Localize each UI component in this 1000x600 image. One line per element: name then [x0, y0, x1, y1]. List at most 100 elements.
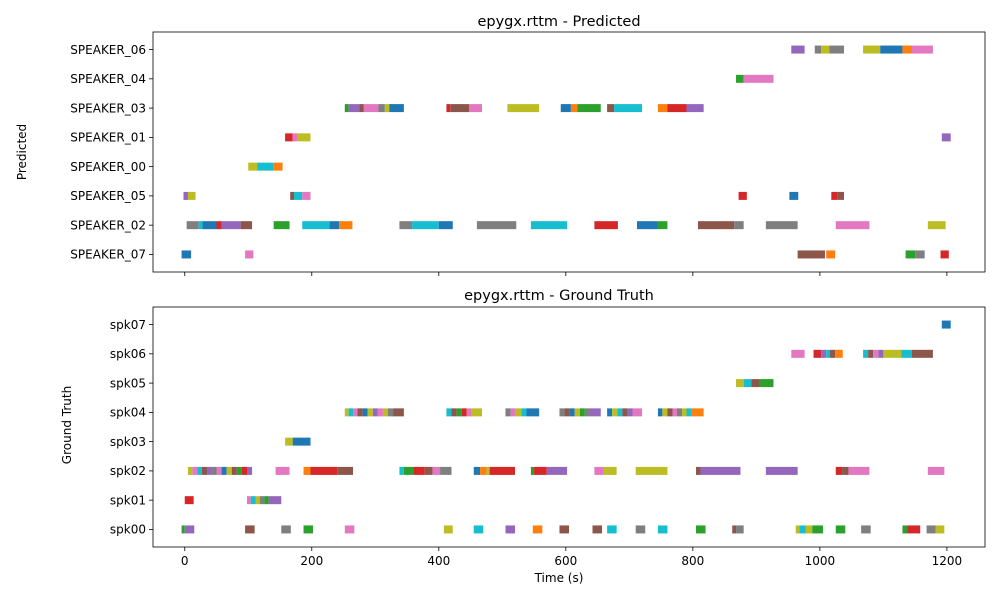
segment-spk06 — [813, 349, 822, 358]
segment-spk00 — [907, 525, 921, 534]
segment-spk04 — [510, 408, 516, 417]
segment-spk04 — [515, 408, 522, 417]
segment-spk04 — [691, 408, 704, 417]
segment-spk04 — [584, 408, 590, 417]
segment-speaker-06 — [880, 45, 903, 54]
segment-spk02 — [594, 466, 604, 475]
segment-speaker-07 — [940, 250, 949, 259]
segment-speaker-07 — [826, 250, 836, 259]
y-tick-label: spk03 — [110, 435, 146, 449]
segment-spk04 — [564, 408, 570, 417]
segment-spk04 — [521, 408, 527, 417]
segment-spk06 — [791, 349, 805, 358]
y-tick-label: SPEAKER_07 — [70, 248, 146, 262]
segment-spk04 — [451, 408, 457, 417]
segment-spk04 — [574, 408, 580, 417]
segment-speaker-03 — [389, 104, 404, 113]
segment-spk01 — [268, 496, 282, 505]
segment-spk04 — [367, 408, 373, 417]
segment-spk02 — [303, 466, 311, 475]
segments-group — [181, 320, 951, 534]
segment-spk04 — [526, 408, 540, 417]
segment-speaker-02 — [734, 221, 744, 230]
segment-spk00 — [303, 525, 314, 534]
segment-spk02 — [835, 466, 843, 475]
segment-spk02 — [486, 466, 490, 475]
plot-frame — [152, 31, 986, 273]
segment-spk00 — [559, 525, 569, 534]
segment-speaker-03 — [560, 104, 571, 113]
segment-speaker-02 — [697, 221, 735, 230]
segment-speaker-03 — [359, 104, 364, 113]
segment-speaker-03 — [570, 104, 578, 113]
segment-speaker-05 — [831, 191, 838, 200]
segment-spk02 — [480, 466, 487, 475]
y-tick-label: SPEAKER_03 — [70, 101, 146, 115]
y-axis-label: Predicted — [15, 124, 29, 180]
segment-spk00 — [607, 525, 617, 534]
segment-speaker-06 — [829, 45, 845, 54]
segment-spk04 — [579, 408, 585, 417]
segment-speaker-06 — [791, 45, 805, 54]
segment-spk02 — [275, 466, 290, 475]
segment-speaker-05 — [290, 191, 294, 200]
segment-spk00 — [732, 525, 737, 534]
segment-spk02 — [236, 466, 242, 475]
segment-spk02 — [206, 466, 213, 475]
segment-speaker-02 — [339, 221, 353, 230]
segment-spk04 — [446, 408, 452, 417]
segment-spk00 — [184, 525, 195, 534]
segment-spk02 — [424, 466, 433, 475]
segment-spk06 — [835, 349, 843, 358]
segment-spk00 — [635, 525, 646, 534]
segment-spk02 — [310, 466, 338, 475]
segment-speaker-03 — [577, 104, 601, 113]
segment-spk02 — [221, 466, 227, 475]
segment-spk02 — [337, 466, 354, 475]
x-tick-label: 400 — [427, 554, 450, 568]
segment-spk02 — [216, 466, 222, 475]
segment-spk04 — [667, 408, 673, 417]
segment-speaker-02 — [240, 221, 253, 230]
chart-ground-truth: epygx.rttm - Ground Truth Ground Truth T… — [60, 288, 986, 585]
segment-speaker-06 — [814, 45, 822, 54]
y-tick-label: spk06 — [110, 347, 146, 361]
segment-spk04 — [387, 408, 394, 417]
segment-spk05 — [759, 379, 774, 388]
segment-spk00 — [812, 525, 824, 534]
segment-spk04 — [676, 408, 683, 417]
segment-spk02 — [403, 466, 414, 475]
x-tick-label: 800 — [681, 554, 704, 568]
x-ticks-group: 0 200 400 600 800 1000 1200 — [181, 547, 962, 568]
segment-spk00 — [505, 525, 516, 534]
segment-spk04 — [622, 408, 628, 417]
segment-spk06 — [868, 349, 874, 358]
plot-frame — [152, 306, 986, 548]
segment-spk02 — [241, 466, 247, 475]
segment-speaker-03 — [469, 104, 482, 113]
segment-speaker-05 — [294, 191, 303, 200]
segment-speaker-02 — [438, 221, 453, 230]
segment-speaker-03 — [657, 104, 668, 113]
segment-spk02 — [212, 466, 217, 475]
segment-spk04 — [657, 408, 663, 417]
segment-speaker-02 — [202, 221, 217, 230]
segment-spk04 — [353, 408, 358, 417]
segment-speaker-02 — [186, 221, 199, 230]
x-tick-label: 1000 — [805, 554, 836, 568]
segment-speaker-05 — [789, 191, 799, 200]
y-tick-label: SPEAKER_00 — [70, 160, 146, 174]
segment-spk00 — [443, 525, 453, 534]
segment-spk02 — [848, 466, 870, 475]
segment-spk06 — [826, 349, 831, 358]
segment-spk04 — [377, 408, 383, 417]
segment-speaker-02 — [530, 221, 568, 230]
segment-speaker-03 — [363, 104, 379, 113]
segment-spk02 — [696, 466, 701, 475]
segment-speaker-07 — [915, 250, 925, 259]
segment-spk06 — [830, 349, 836, 358]
segment-spk02 — [187, 466, 193, 475]
segment-spk06 — [911, 349, 933, 358]
segment-spk02 — [231, 466, 237, 475]
